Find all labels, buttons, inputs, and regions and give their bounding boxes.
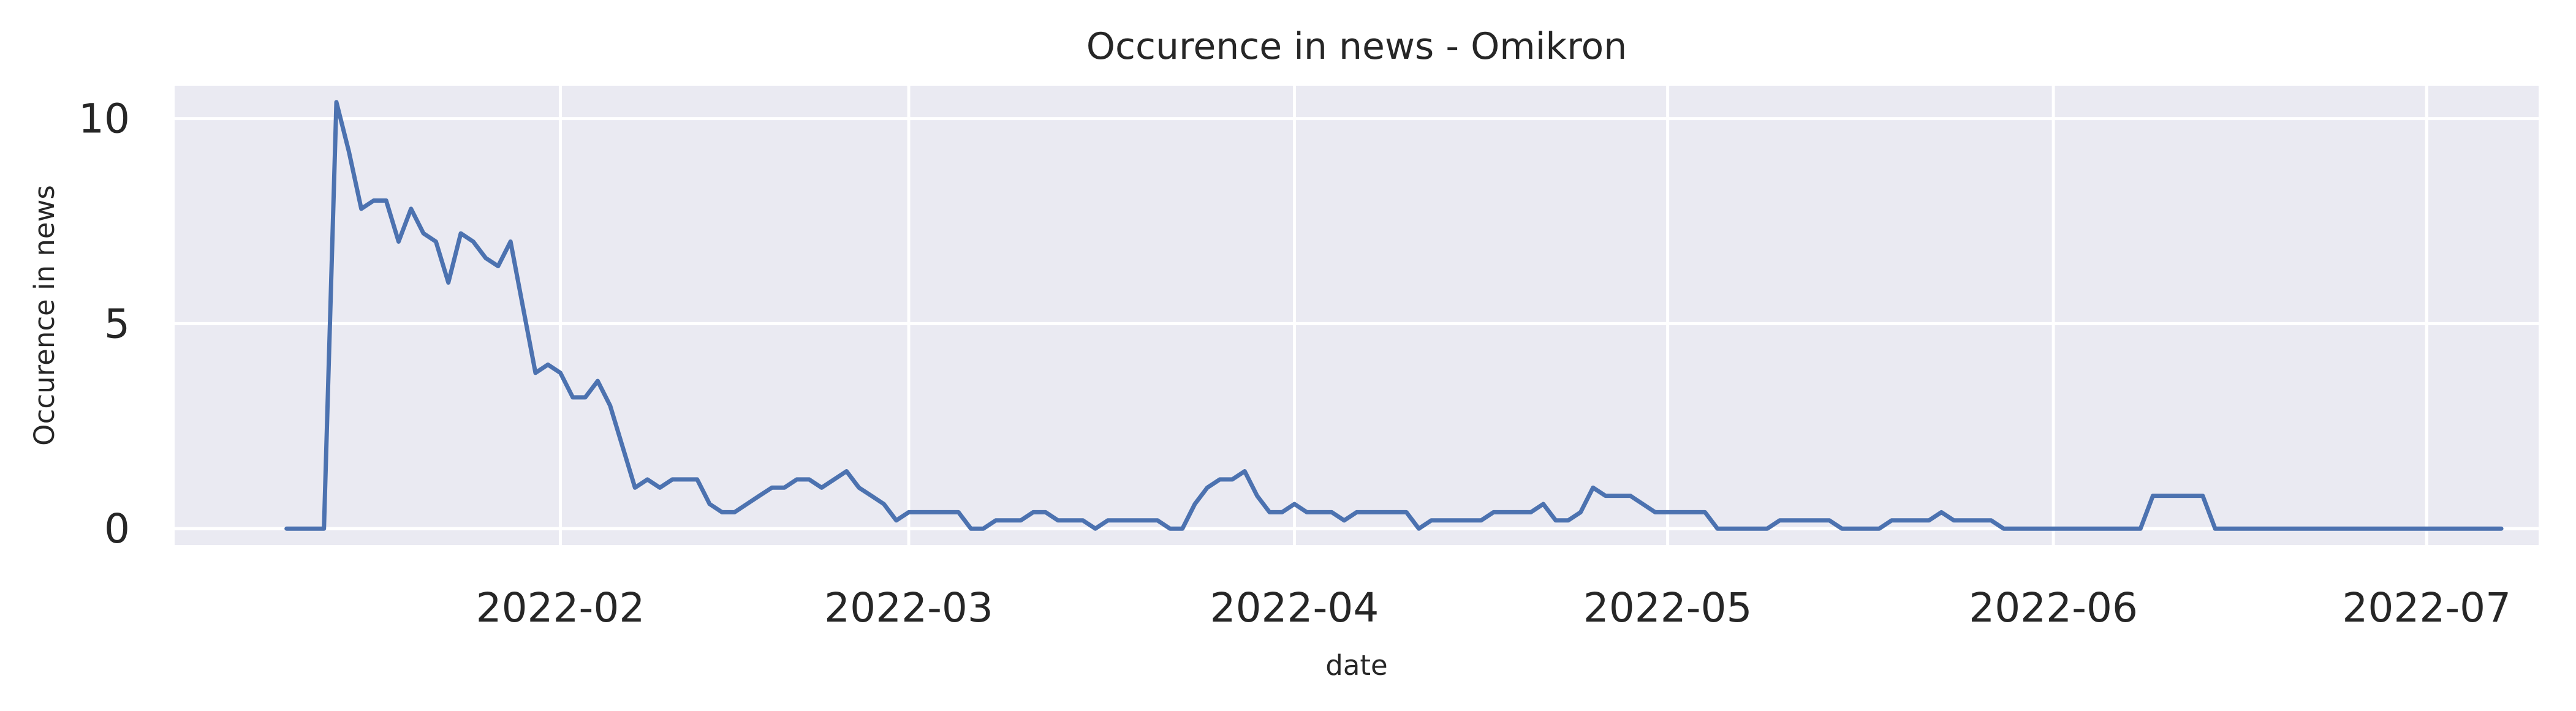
x-axis-label: date: [1325, 649, 1387, 682]
x-tick-label: 2022-06: [1969, 584, 2138, 631]
y-tick-label: 5: [104, 300, 130, 347]
y-gridlines: [175, 117, 2539, 530]
chart-title: Occurence in news - Omikron: [1086, 25, 1627, 68]
y-tick-label: 0: [104, 505, 130, 552]
y-axis-label: Occurence in news: [28, 185, 61, 446]
series-layer: [284, 100, 2504, 531]
x-tick-label: 2022-03: [824, 584, 993, 631]
y-tick-labels: 0 5 10: [78, 96, 130, 553]
plot-area: [175, 86, 2539, 545]
series-line: [284, 100, 2504, 531]
x-tick-label: 2022-05: [1583, 584, 1752, 631]
x-gridlines: [558, 86, 2428, 545]
x-tick-label: 2022-02: [476, 584, 645, 631]
y-tick-label: 10: [78, 96, 130, 143]
x-tick-labels: 2022-02 2022-03 2022-04 2022-05 2022-06 2022-…: [476, 584, 2512, 631]
x-tick-label: 2022-04: [1210, 584, 1379, 631]
x-tick-label: 2022-07: [2342, 584, 2511, 631]
